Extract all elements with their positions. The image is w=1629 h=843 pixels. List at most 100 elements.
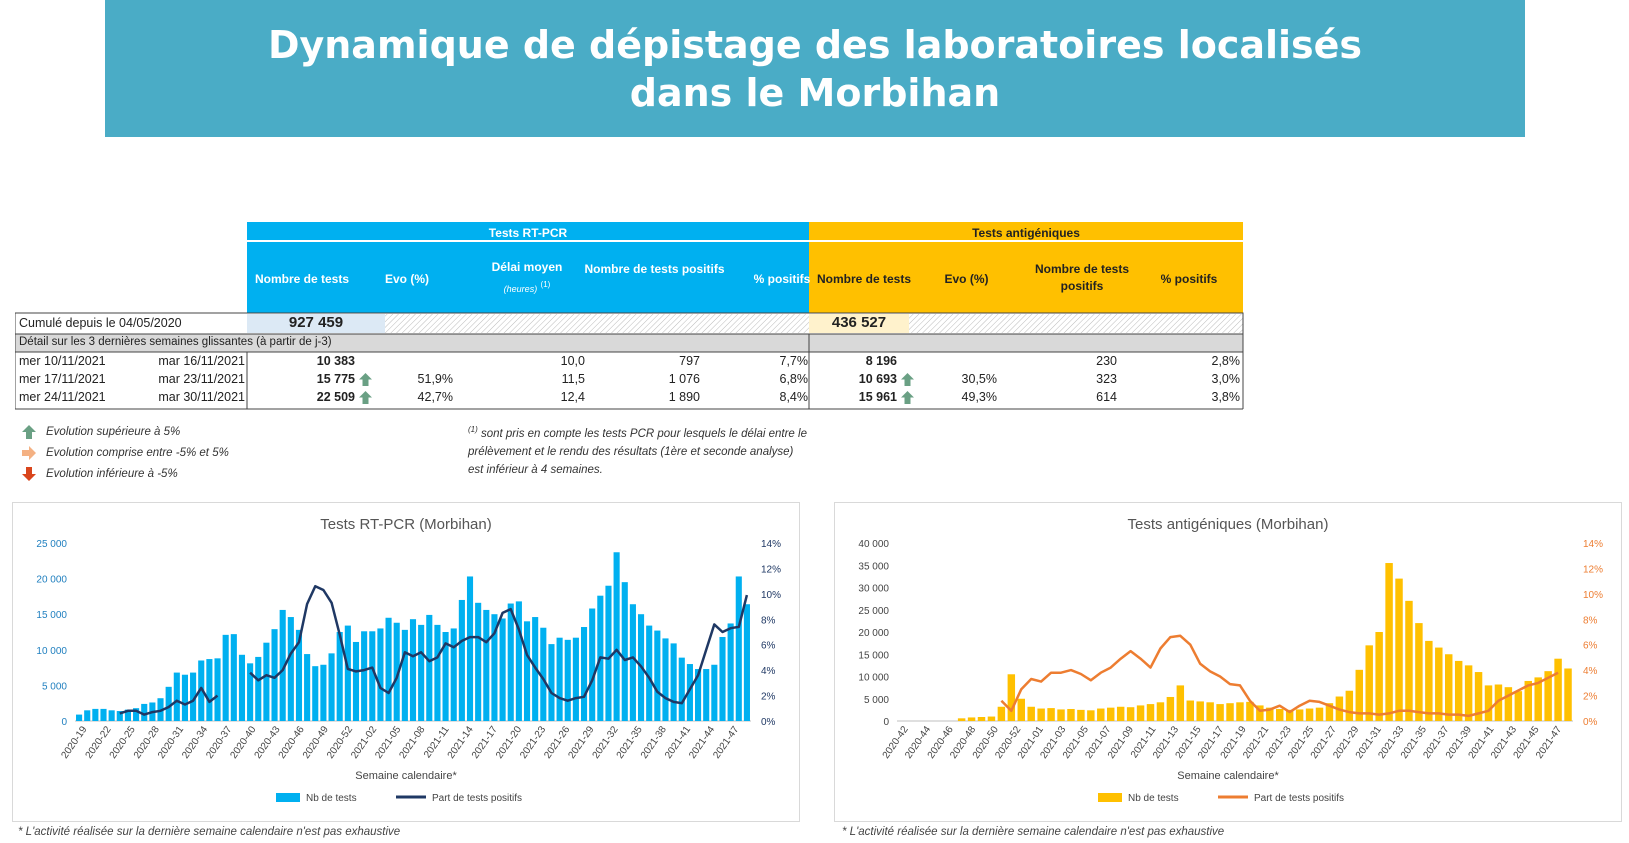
bar — [1325, 703, 1334, 721]
bar — [361, 631, 368, 721]
table-cell-delai: 12,4 — [560, 390, 585, 404]
bar — [605, 585, 612, 721]
table-cell-pcr_arrow — [359, 388, 375, 406]
y2-tick-label: 0% — [761, 717, 776, 728]
bar — [393, 622, 400, 721]
page-title-line2: dans le Morbihan — [629, 70, 1001, 115]
bar — [255, 656, 262, 721]
bar — [165, 686, 172, 721]
table-cell-ag_arrow — [901, 370, 917, 388]
y2-tick-label: 4% — [1583, 666, 1598, 677]
bar — [1176, 685, 1185, 721]
bar — [141, 703, 148, 721]
bar — [977, 716, 986, 721]
bar — [426, 614, 433, 721]
bar — [1375, 632, 1383, 721]
y2-tick-label: 4% — [761, 666, 776, 677]
bar — [1395, 578, 1403, 721]
bar — [670, 643, 677, 721]
bar — [540, 627, 547, 721]
bar — [181, 674, 189, 721]
bar — [1524, 680, 1532, 721]
bar — [190, 672, 197, 721]
bar — [967, 717, 976, 721]
bar — [279, 609, 286, 721]
bar — [352, 641, 360, 721]
bar — [434, 624, 441, 721]
arrow-up-icon — [359, 373, 372, 387]
bar — [1415, 623, 1423, 721]
bar — [458, 599, 465, 721]
bar — [409, 619, 417, 721]
bar — [556, 637, 563, 721]
y2-tick-label: 10% — [1583, 590, 1603, 601]
bar — [328, 653, 335, 721]
table-cell-pcr_arrow — [359, 352, 375, 370]
bar — [987, 716, 996, 721]
bar — [1097, 708, 1105, 721]
bar — [1365, 645, 1373, 721]
table-cell-pcr_nb: 15 775 — [316, 372, 355, 386]
x-tick-label: 2021-47 — [711, 724, 741, 761]
bar — [1007, 674, 1016, 721]
bar — [1057, 709, 1065, 721]
bar — [1315, 707, 1324, 721]
antigen-column-headers: Nombre de tests Evo (%) Nombre de tests … — [809, 243, 1243, 315]
bar — [515, 601, 522, 721]
legend-line-label: Part de tests positifs — [432, 793, 522, 804]
bar — [572, 637, 579, 721]
y2-tick-label: 12% — [1583, 564, 1603, 575]
bar — [198, 660, 205, 721]
bar — [1385, 563, 1393, 721]
bar — [662, 638, 669, 721]
table-cell-ag_pct: 2,8% — [1211, 354, 1241, 368]
table-cell-delai: 10,0 — [560, 354, 585, 368]
bar — [1494, 684, 1503, 721]
x-axis-label: Semaine calendaire* — [1177, 770, 1279, 782]
table-cell-ag_pct: 3,8% — [1211, 390, 1241, 404]
bar — [369, 631, 376, 721]
col-evo-pcr: Evo (%) — [384, 271, 429, 286]
y2-tick-label: 14% — [761, 539, 781, 550]
bar — [678, 657, 685, 721]
table-cell-pcr_pos: 1 890 — [668, 390, 700, 404]
bar — [1295, 709, 1304, 721]
bar — [703, 669, 710, 721]
x-axis-label: Semaine calendaire* — [355, 770, 457, 782]
bar — [1156, 702, 1165, 721]
legend-line-label: Part de tests positifs — [1254, 793, 1344, 804]
bar — [124, 709, 131, 721]
table-cell-ag_evo: 49,3% — [961, 390, 997, 404]
bar — [1276, 708, 1284, 721]
legend-bar-label: Nb de tests — [1128, 793, 1179, 804]
bar — [1107, 707, 1115, 721]
col-pct-pos-ag: % positifs — [1160, 271, 1218, 286]
bar — [206, 659, 213, 721]
y2-tick-label: 8% — [1583, 615, 1598, 626]
bar — [385, 617, 392, 721]
bar — [1136, 705, 1145, 721]
table-cell-end: mar 16/11/2021 — [158, 354, 245, 368]
bar — [344, 625, 351, 721]
bar — [1514, 691, 1523, 721]
bar — [580, 627, 588, 721]
table-cell-pcr_nb: 22 509 — [316, 390, 355, 404]
table-cell-pcr_evo: 42,7% — [417, 390, 453, 404]
table-cell-start: mer 10/11/2021 — [19, 354, 106, 368]
chart-title: Tests antigéniques (Morbihan) — [1128, 516, 1329, 533]
bar — [997, 706, 1006, 721]
bar — [1305, 708, 1314, 721]
y2-tick-label: 14% — [1583, 539, 1603, 550]
legend-bar-swatch — [276, 793, 300, 802]
bar — [1146, 704, 1155, 721]
table-cell-delai: 11,5 — [561, 372, 585, 386]
bar — [1037, 708, 1045, 721]
table-cell-start: mer 17/11/2021 — [19, 372, 106, 386]
arrow-up-icon — [901, 373, 914, 387]
bar — [1405, 600, 1413, 721]
bar — [1077, 709, 1085, 721]
bar — [1216, 704, 1224, 721]
table-cell-pcr_evo: 51,9% — [417, 372, 453, 386]
bar — [727, 623, 734, 721]
table-cell-pcr_arrow — [359, 370, 375, 388]
